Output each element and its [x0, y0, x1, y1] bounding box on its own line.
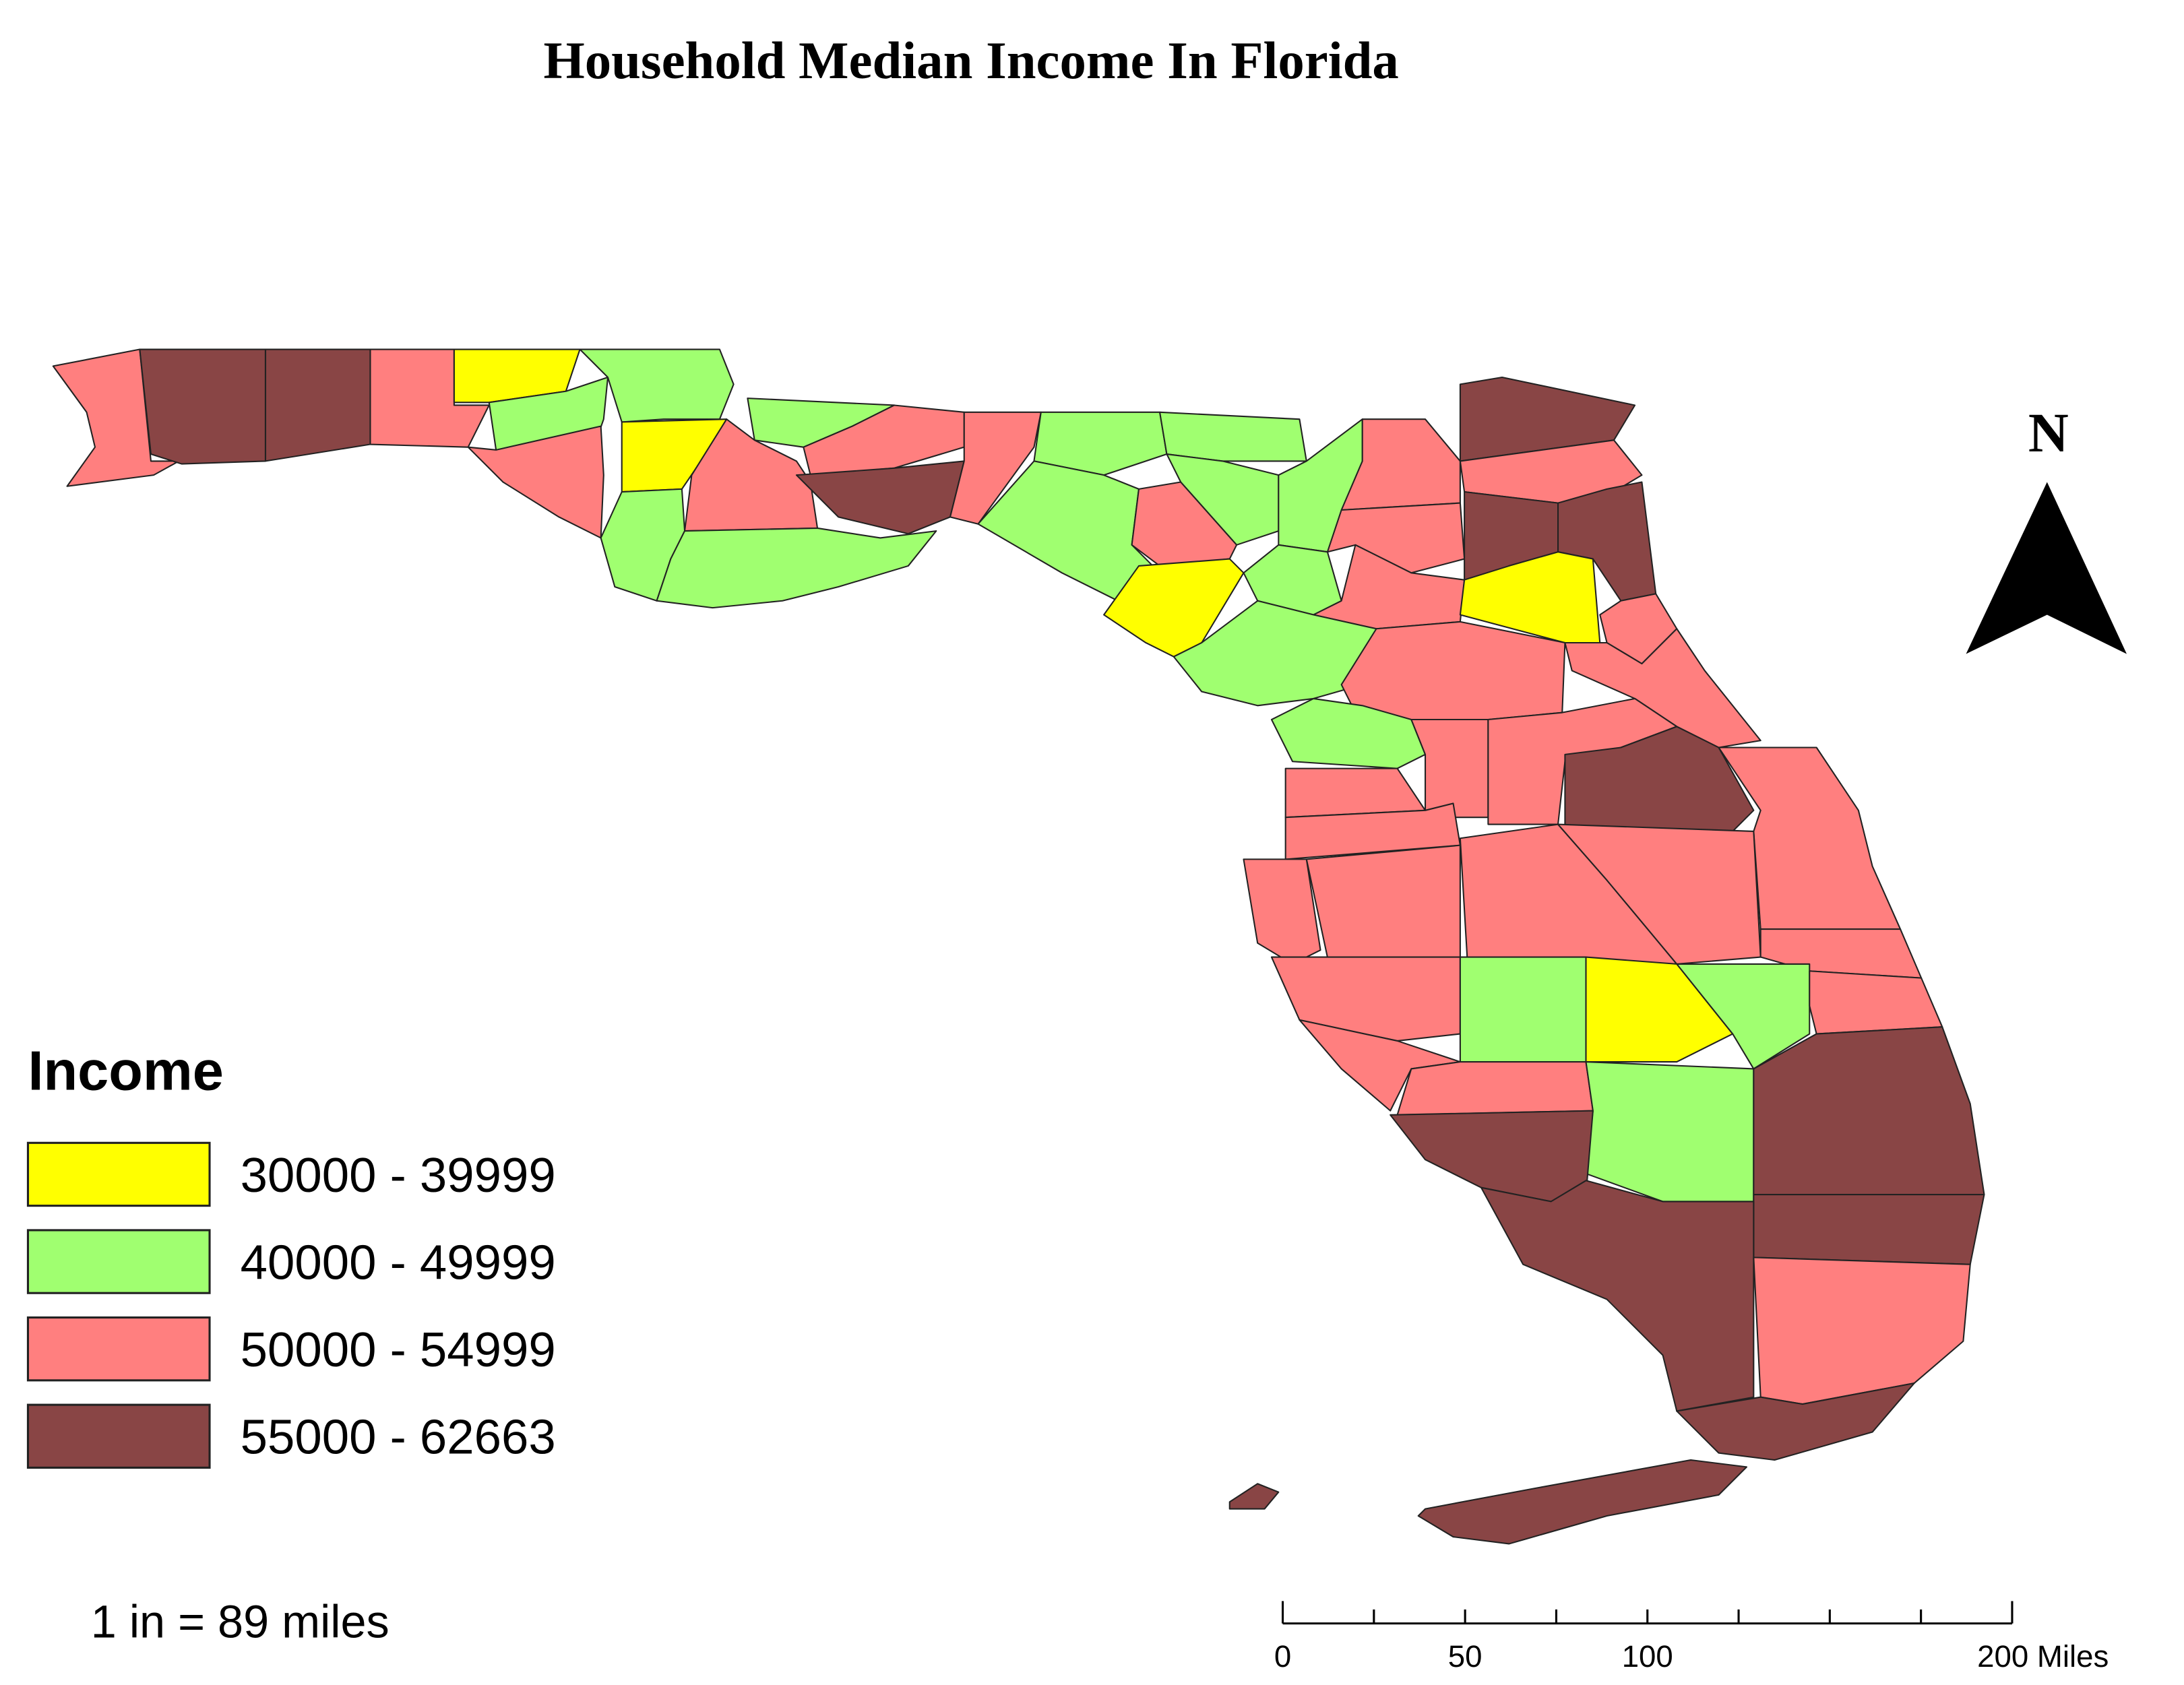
county	[1243, 858, 1321, 965]
county	[1676, 1382, 1915, 1461]
legend-label: 40000 - 49999	[241, 1235, 556, 1290]
county	[684, 418, 819, 532]
scale-bar: 0 50 100 200 Miles	[1274, 1601, 2109, 1674]
county	[467, 425, 604, 539]
county	[1396, 1061, 1594, 1116]
scale-bar-label: 0	[1274, 1639, 1291, 1674]
county	[1305, 844, 1461, 958]
scale-bar-label: 50	[1448, 1639, 1483, 1674]
county	[1033, 411, 1168, 476]
map-title: Household Median Income In Florida	[543, 32, 1398, 90]
legend-swatch	[26, 1403, 211, 1469]
legend-label: 30000 - 39999	[241, 1148, 556, 1203]
county	[1753, 1026, 1985, 1196]
county	[1459, 551, 1601, 644]
county	[139, 348, 267, 465]
scale-bar-label: 100	[1622, 1639, 1673, 1674]
county	[1480, 1180, 1755, 1412]
county	[1557, 823, 1761, 965]
county	[1676, 963, 1811, 1070]
county	[264, 348, 371, 462]
county	[1753, 1257, 1971, 1405]
county	[1340, 621, 1566, 721]
county	[1390, 1110, 1594, 1203]
county	[1270, 956, 1461, 1042]
legend-label: 55000 - 62663	[241, 1410, 556, 1465]
legend-swatch	[26, 1141, 211, 1207]
scale-text: 1 in = 89 miles	[91, 1596, 389, 1647]
county	[1564, 628, 1761, 749]
legend-title: Income	[28, 1040, 223, 1102]
county	[1753, 1194, 1985, 1265]
florida-counties	[52, 348, 1985, 1545]
county	[1326, 502, 1466, 574]
legend-swatch	[26, 1229, 211, 1294]
county	[1809, 970, 1943, 1035]
county	[1585, 1061, 1755, 1203]
county	[1159, 411, 1307, 462]
county	[656, 527, 937, 609]
legend-swatch	[26, 1316, 211, 1382]
north-arrow	[1966, 482, 2127, 654]
county	[1284, 802, 1461, 860]
county	[1410, 718, 1489, 819]
county	[1228, 1483, 1280, 1510]
legend-label: 50000 - 54999	[241, 1323, 556, 1377]
county	[1585, 956, 1734, 1063]
north-label: N	[2028, 402, 2069, 464]
county	[1417, 1459, 1748, 1545]
county	[1459, 956, 1587, 1063]
county	[1284, 767, 1427, 819]
county	[1103, 558, 1245, 658]
county	[579, 348, 735, 423]
scale-bar-label: 200 Miles	[1977, 1639, 2109, 1674]
county	[1459, 376, 1636, 462]
legend: 30000 - 39999 40000 - 49999 50000 - 54999 5…	[26, 1141, 556, 1469]
